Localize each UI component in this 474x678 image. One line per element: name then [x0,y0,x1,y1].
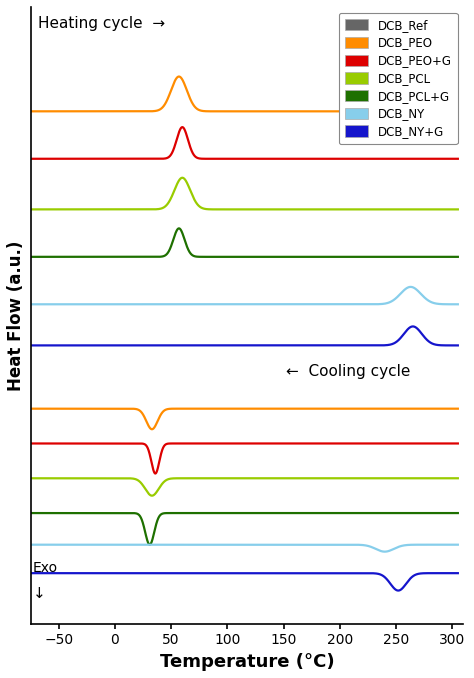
Text: Exo: Exo [33,561,58,574]
Legend: DCB_Ref, DCB_PEO, DCB_PEO+G, DCB_PCL, DCB_PCL+G, DCB_NY, DCB_NY+G: DCB_Ref, DCB_PEO, DCB_PEO+G, DCB_PCL, DC… [339,13,457,144]
Text: ←  Cooling cycle: ← Cooling cycle [286,364,410,380]
Y-axis label: Heat Flow (a.u.): Heat Flow (a.u.) [7,240,25,391]
X-axis label: Temperature (°C): Temperature (°C) [160,653,334,671]
Text: Heating cycle  →: Heating cycle → [38,16,165,31]
Text: ↓: ↓ [33,586,46,601]
